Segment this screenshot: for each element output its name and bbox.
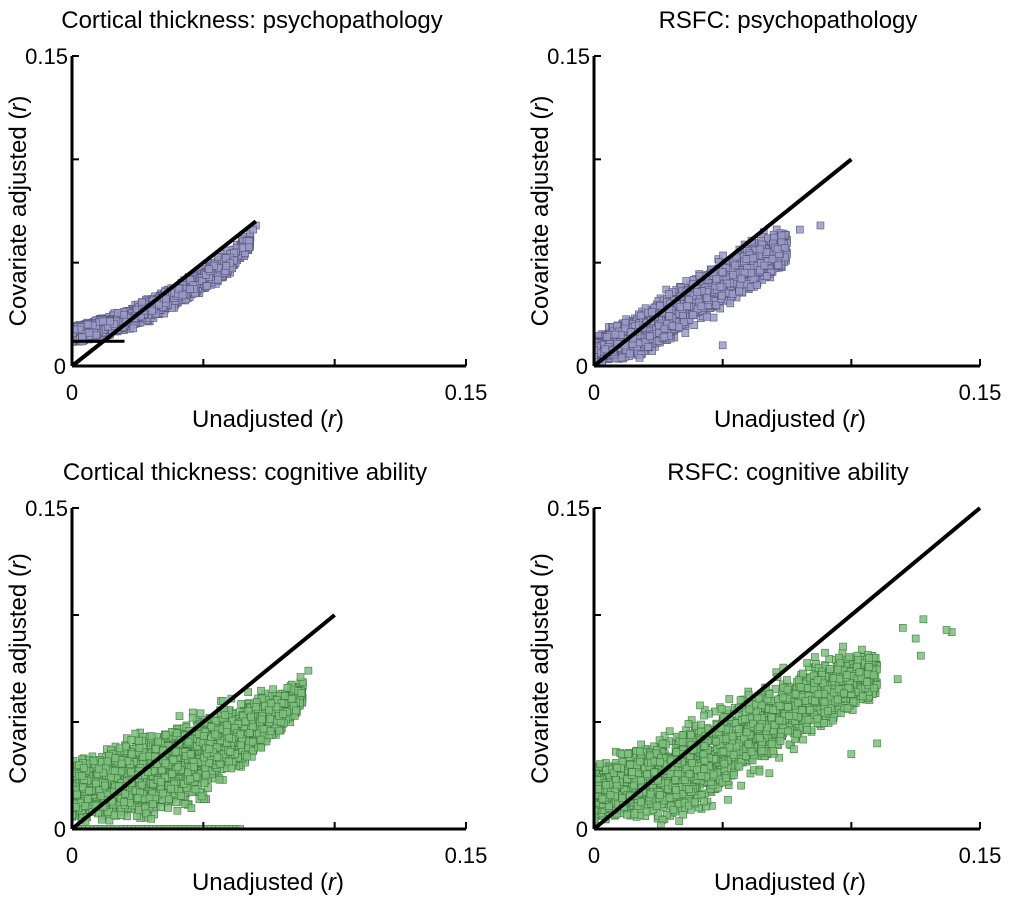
data-point [681, 329, 690, 337]
data-point [205, 265, 213, 273]
data-point [85, 328, 94, 337]
data-point [728, 290, 737, 298]
data-point [203, 282, 211, 290]
data-point [214, 275, 222, 284]
y-axis-label: Covariate adjusted (r) [5, 96, 32, 327]
data-point [214, 253, 222, 261]
data-point [106, 317, 114, 326]
scatter-points [594, 221, 825, 366]
data-point [174, 284, 183, 293]
data-point [186, 285, 194, 293]
chart-title: Cortical thickness: psychopathology [61, 7, 443, 34]
data-point [665, 289, 673, 298]
x-tick-label: 0.15 [445, 380, 488, 405]
data-point [161, 294, 170, 303]
data-point [138, 298, 146, 306]
x-tick-label: 0 [66, 380, 78, 405]
data-point [680, 318, 688, 326]
data-point [230, 249, 238, 257]
data-point [72, 325, 79, 334]
panel-1: Cortical thickness: psychopathology 0 0.15… [5, 7, 487, 433]
x-axis-label: Unadjusted (r) [192, 406, 344, 433]
data-point [222, 261, 231, 270]
data-point [83, 320, 92, 329]
data-point [92, 331, 101, 340]
axes [70, 55, 467, 368]
data-point [249, 225, 258, 234]
data-point [702, 313, 711, 321]
y-tick-label: 0 [54, 354, 66, 379]
data-point [99, 317, 108, 326]
data-point [178, 291, 187, 300]
data-point [221, 254, 230, 262]
data-point [129, 324, 138, 333]
data-point [709, 313, 718, 322]
data-point [147, 307, 156, 315]
data-point [636, 311, 645, 320]
y-tick-label: 0.15 [25, 44, 68, 69]
data-point [712, 300, 721, 309]
data-point [682, 277, 691, 285]
data-point [690, 321, 699, 329]
data-point [726, 299, 735, 308]
data-point [245, 243, 253, 251]
data-point [689, 311, 697, 319]
data-point [120, 311, 128, 319]
data-point [155, 300, 163, 309]
identity-line [70, 219, 258, 368]
chart-title: RSFC: psychopathology [659, 7, 918, 34]
